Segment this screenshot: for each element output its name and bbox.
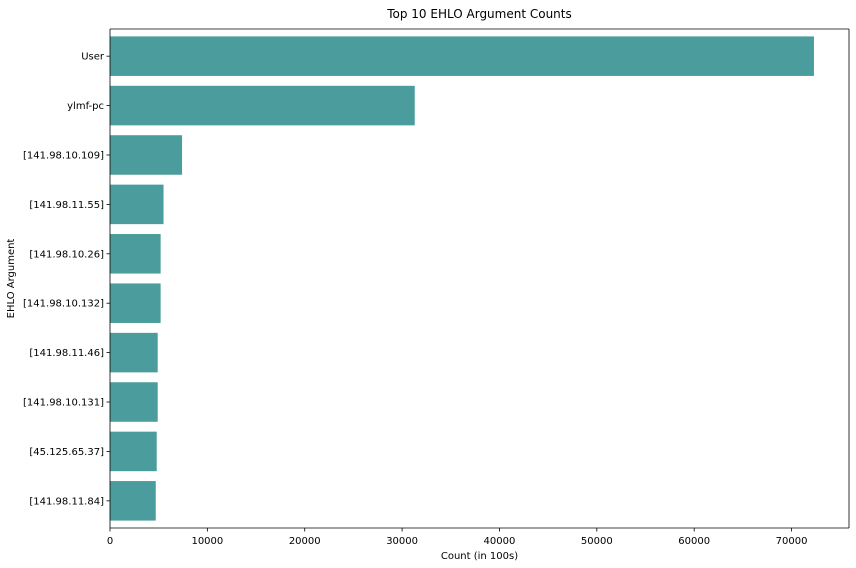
x-tick-label: 60000 xyxy=(678,536,710,547)
y-tick-label: [141.98.10.132] xyxy=(23,299,104,310)
y-tick-label: [45.125.65.37] xyxy=(29,447,104,458)
bar-6 xyxy=(110,332,158,373)
bar-1 xyxy=(110,85,415,126)
bar-3 xyxy=(110,184,164,225)
bar-7 xyxy=(110,382,158,422)
bar-2 xyxy=(110,135,183,175)
y-tick-label: [141.98.11.46] xyxy=(29,348,104,359)
x-tick-label: 70000 xyxy=(776,536,808,547)
x-axis-label: Count (in 100s) xyxy=(441,551,518,562)
chart-title: Top 10 EHLO Argument Counts xyxy=(386,7,572,21)
y-tick-label: [141.98.11.55] xyxy=(29,200,104,211)
bars-group xyxy=(110,36,814,521)
y-axis-ticks: User ylmf-pc [141.98.10.109] [141.98.11.55]… xyxy=(23,52,110,507)
y-tick-label: [141.98.11.84] xyxy=(29,496,104,507)
x-tick-label: 50000 xyxy=(581,536,613,547)
x-tick-label: 20000 xyxy=(289,536,321,547)
y-axis-label: EHLO Argument xyxy=(6,239,17,319)
y-tick-label: [141.98.10.109] xyxy=(23,150,104,161)
x-axis-ticks: 0 10000 20000 30000 40000 50000 60000 70000 xyxy=(107,528,808,547)
y-tick-label: [141.98.10.26] xyxy=(29,249,104,260)
y-tick-label: ylmf-pc xyxy=(67,101,104,112)
x-tick-label: 40000 xyxy=(484,536,516,547)
y-tick-label: User xyxy=(81,52,105,63)
bar-9 xyxy=(110,481,156,521)
y-tick-label: [141.98.10.131] xyxy=(23,398,104,409)
bar-0 xyxy=(110,36,814,76)
axes xyxy=(109,28,850,529)
x-tick-label: 30000 xyxy=(386,536,418,547)
bar-8 xyxy=(110,431,157,472)
x-tick-label: 0 xyxy=(107,536,113,547)
bar-4 xyxy=(110,234,161,274)
x-tick-label: 10000 xyxy=(191,536,223,547)
bar-5 xyxy=(110,283,161,323)
